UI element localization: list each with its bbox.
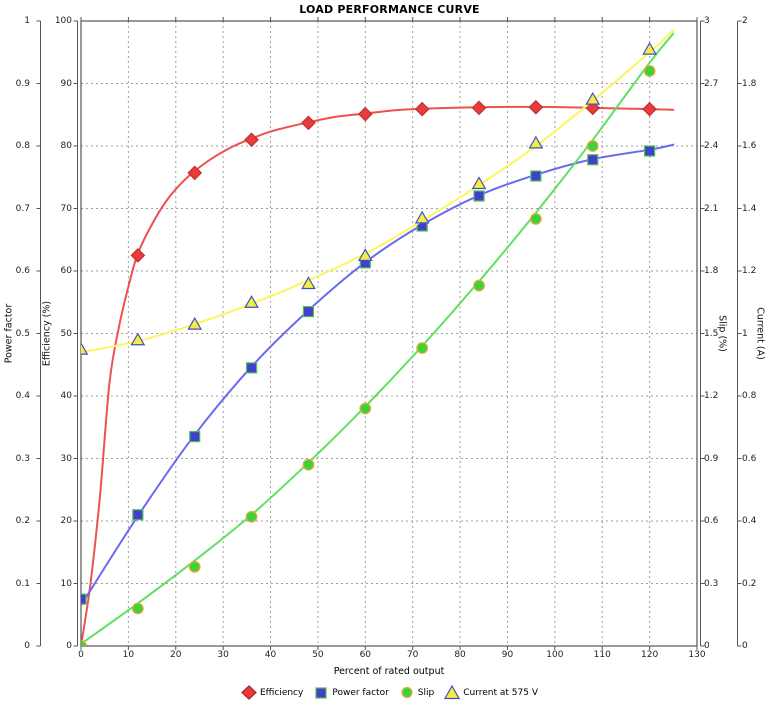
x-tick-label: 110: [593, 650, 611, 660]
legend-label: Efficiency: [259, 687, 304, 698]
power-factor-tick-label: 0.3: [15, 453, 30, 464]
slip-axis-title: Slip (%): [716, 315, 728, 352]
power-factor-tick-label: 0.9: [15, 78, 30, 89]
square-icon: [315, 687, 327, 699]
x-tick-label: 10: [122, 650, 135, 660]
power-factor-tick-label: 1: [24, 16, 30, 26]
x-tick-label: 60: [359, 650, 372, 660]
circle-icon: [401, 686, 413, 699]
current-tick-label: 0.8: [742, 391, 757, 401]
current-tick-label: 0.6: [742, 453, 757, 464]
legend-item-power-factor: Power factor: [313, 685, 389, 700]
power-factor-tick-label: 0.5: [15, 328, 30, 339]
legend-label: Power factor: [332, 687, 389, 698]
slip-tick-label: 0.3: [704, 578, 719, 589]
slip-tick-label: 1.2: [704, 391, 719, 401]
current-tick-label: 1.2: [742, 266, 757, 276]
efficiency-tick-label: 40: [60, 391, 72, 401]
x-tick-label: 0: [78, 650, 84, 660]
efficiency-axis-title: Efficiency (%): [41, 300, 53, 367]
x-tick-label: 80: [454, 650, 466, 660]
x-tick-label: 100: [546, 650, 564, 660]
power-factor-tick-label: 0.7: [15, 203, 30, 214]
efficiency-tick-label: 100: [54, 16, 72, 26]
efficiency-tick-label: 0: [66, 641, 72, 651]
slip-tick-label: 0.6: [704, 516, 719, 526]
current-tick-label: 0.4: [742, 516, 757, 526]
power-factor-tick-label: 0.1: [15, 578, 30, 589]
slip-tick-label: 0.9: [704, 453, 719, 464]
efficiency-tick-label: 70: [60, 203, 72, 214]
slip-tick-label: 3: [704, 16, 710, 26]
slip-tick-label: 2.7: [704, 78, 719, 89]
x-tick-label: 50: [312, 650, 324, 660]
current-tick-label: 1.6: [742, 141, 757, 151]
slip-tick-label: 2.4: [704, 141, 719, 151]
power-factor-tick-label: 0.8: [15, 141, 30, 151]
efficiency-tick-label: 60: [60, 266, 72, 276]
x-axis-title: Percent of rated output: [333, 666, 445, 677]
slip-tick-label: 2.1: [704, 203, 719, 214]
power-factor-tick-label: 0.6: [15, 266, 30, 276]
x-tick-label: 30: [217, 650, 229, 660]
current-tick-label: 1.4: [742, 203, 757, 214]
power-factor-tick-label: 0.2: [15, 516, 30, 526]
legend-item-current: Current at 575 V: [444, 685, 538, 700]
chart-title: LOAD PERFORMANCE CURVE: [299, 3, 480, 16]
triangle-icon: [444, 685, 461, 700]
diamond-icon: [241, 685, 257, 700]
x-tick-label: 90: [501, 650, 514, 660]
power-factor-tick-label: 0.4: [15, 391, 30, 401]
current-tick-label: 0.2: [742, 578, 757, 589]
current-tick-label: 1: [742, 328, 748, 339]
efficiency-tick-label: 30: [60, 453, 72, 464]
current-tick-label: 0: [742, 641, 748, 651]
power-factor-tick-label: 0: [24, 641, 30, 651]
x-tick-label: 70: [406, 650, 419, 660]
current-axis-title: Current (A): [754, 307, 766, 360]
x-tick-label: 20: [170, 650, 182, 660]
slip-tick-label: 0: [704, 641, 710, 651]
legend-label: Current at 575 V: [463, 687, 538, 698]
x-tick-label: 130: [688, 650, 706, 660]
legend-item-slip: Slip: [399, 685, 434, 700]
efficiency-tick-label: 90: [60, 78, 72, 89]
current-tick-label: 1.8: [742, 78, 757, 89]
efficiency-tick-label: 20: [60, 516, 72, 526]
efficiency-tick-label: 50: [60, 328, 72, 339]
slip-tick-label: 1.5: [704, 328, 719, 339]
legend: Efficiency Power factor Slip Current at …: [0, 685, 779, 700]
current-tick-label: 2: [742, 16, 748, 26]
x-tick-label: 120: [641, 650, 659, 660]
power-factor-axis-title: Power factor: [3, 303, 15, 364]
efficiency-tick-label: 10: [60, 578, 72, 589]
slip-tick-label: 1.8: [704, 266, 719, 276]
legend-label: Slip: [417, 687, 435, 698]
efficiency-tick-label: 80: [60, 141, 72, 151]
legend-item-efficiency: Efficiency: [241, 685, 303, 700]
x-tick-label: 40: [264, 650, 277, 660]
